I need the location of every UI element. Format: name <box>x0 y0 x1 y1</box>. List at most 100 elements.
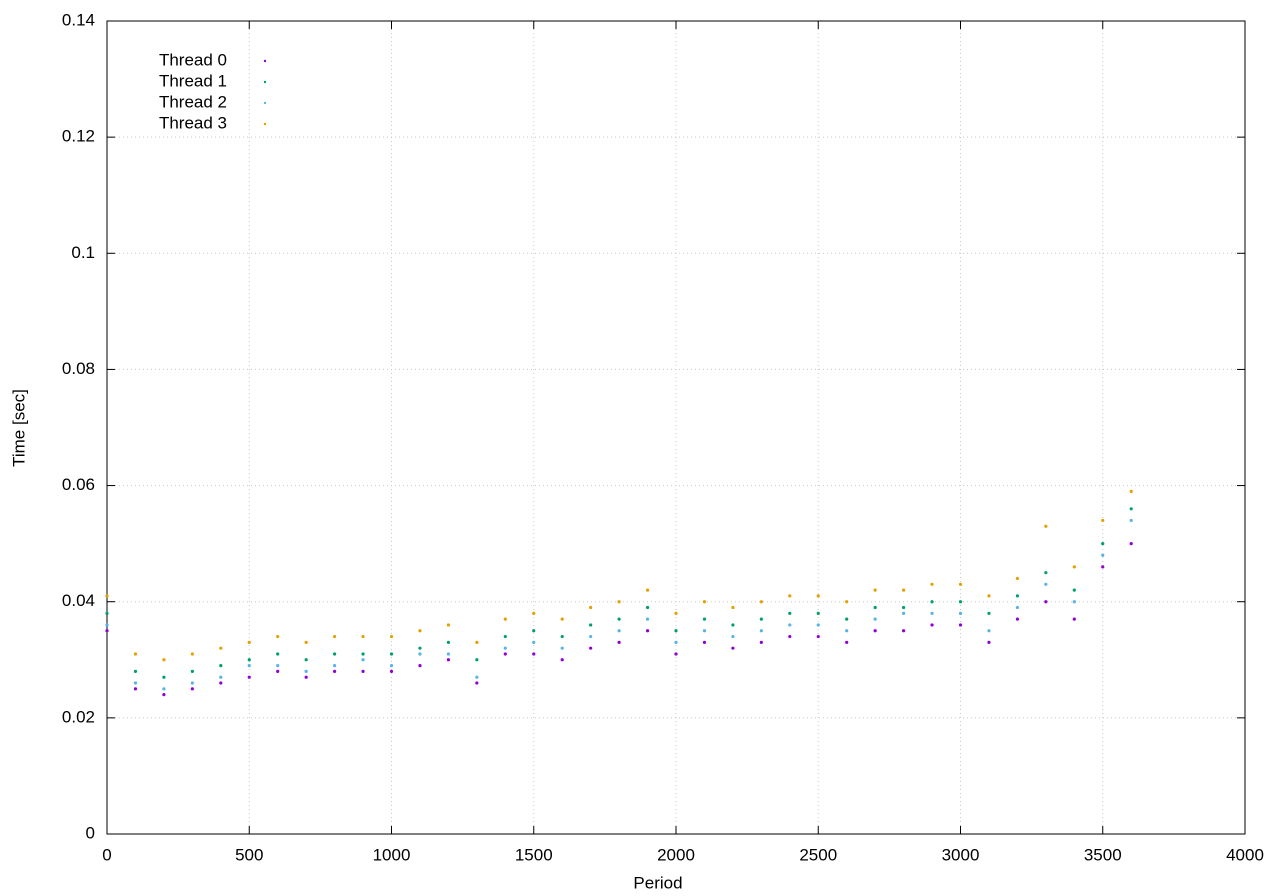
x-axis-label: Period <box>633 873 682 892</box>
point <box>133 681 138 685</box>
y-axis-label: Time [sec] <box>9 389 28 467</box>
y-tick-label: 0.1 <box>71 243 95 262</box>
point <box>702 629 707 633</box>
plot-frame <box>106 20 1246 835</box>
x-tick-label: 3000 <box>942 845 980 864</box>
legend-swatch <box>263 80 267 84</box>
x-tick-label: 2000 <box>657 845 695 864</box>
point <box>930 611 934 615</box>
point <box>475 675 479 679</box>
point <box>361 634 365 639</box>
point <box>845 640 849 644</box>
x-tick-label: 4000 <box>1226 845 1264 864</box>
point <box>1072 565 1076 569</box>
point <box>645 617 650 621</box>
point <box>304 640 308 644</box>
y-tick-label: 0.02 <box>62 707 95 726</box>
point <box>987 611 991 615</box>
x-tick-label: 2500 <box>799 845 837 864</box>
point <box>1015 594 1020 598</box>
point <box>589 605 593 610</box>
point <box>389 663 394 668</box>
point <box>873 588 877 592</box>
point <box>1044 524 1048 528</box>
y-tick-label: 0.14 <box>62 10 95 29</box>
point <box>759 640 763 644</box>
point <box>361 669 365 674</box>
point <box>1101 518 1105 523</box>
point <box>1101 553 1105 557</box>
point <box>333 652 337 656</box>
point <box>503 652 507 656</box>
x-tick-label: 1500 <box>515 845 553 864</box>
point <box>845 617 849 621</box>
point <box>219 681 223 685</box>
point <box>645 629 650 633</box>
point <box>247 658 251 662</box>
point <box>845 629 849 633</box>
point <box>958 611 963 615</box>
point <box>788 623 792 627</box>
legend-swatch <box>263 101 267 105</box>
point <box>503 617 507 621</box>
point <box>1101 542 1105 546</box>
point <box>958 600 963 604</box>
point <box>247 640 251 644</box>
point <box>589 623 593 627</box>
point <box>902 611 906 615</box>
point <box>162 687 166 691</box>
point <box>788 594 792 598</box>
point <box>560 617 564 621</box>
point <box>219 646 223 650</box>
point <box>162 675 166 679</box>
point <box>788 611 792 615</box>
point <box>162 693 166 697</box>
point <box>958 582 963 586</box>
point <box>133 652 138 656</box>
point <box>162 658 166 662</box>
point <box>446 652 450 656</box>
point <box>475 640 479 644</box>
point <box>873 617 877 621</box>
point <box>930 600 934 604</box>
point <box>1129 507 1133 511</box>
point <box>418 652 422 656</box>
legend-swatch <box>263 122 267 126</box>
point <box>617 629 621 633</box>
legend-label: Thread 3 <box>159 113 227 132</box>
point <box>333 634 337 639</box>
legend-label: Thread 1 <box>159 71 227 90</box>
point <box>105 629 109 633</box>
point <box>589 646 593 650</box>
point <box>389 634 394 639</box>
point <box>759 617 763 621</box>
point <box>1129 489 1133 493</box>
y-tick-label: 0.08 <box>62 359 95 378</box>
point <box>503 634 507 639</box>
point <box>645 605 650 610</box>
point <box>304 658 308 662</box>
point <box>816 611 820 615</box>
point <box>446 640 450 644</box>
point <box>475 658 479 662</box>
point <box>731 623 735 627</box>
point <box>190 669 194 674</box>
point <box>1044 582 1048 586</box>
point <box>930 623 934 627</box>
point <box>532 629 536 633</box>
y-tick-label: 0.04 <box>62 591 95 610</box>
x-tick-label: 3500 <box>1084 845 1122 864</box>
point <box>333 669 337 674</box>
point <box>276 652 280 656</box>
point <box>276 663 280 668</box>
point <box>333 663 337 668</box>
point <box>1129 518 1133 523</box>
point <box>617 617 621 621</box>
point <box>389 652 394 656</box>
point <box>361 658 365 662</box>
point <box>133 687 138 691</box>
x-tick-label: 0 <box>102 845 111 864</box>
point <box>247 663 251 668</box>
